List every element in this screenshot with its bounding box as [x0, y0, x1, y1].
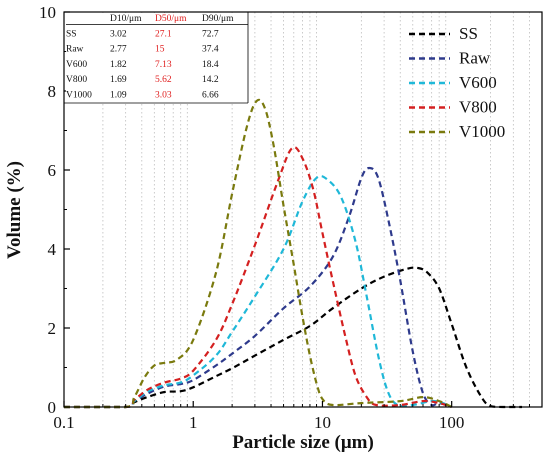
table-cell: 3.02 — [110, 29, 127, 39]
y-tick-label: 6 — [48, 161, 57, 180]
table-cell: 1.69 — [110, 75, 127, 85]
x-tick-label: 1 — [189, 413, 198, 432]
table-header-cell: D50/μm — [155, 14, 187, 24]
table-cell: 18.4 — [202, 60, 219, 70]
x-axis-title: Particle size (μm) — [232, 432, 374, 453]
table-cell: SS — [66, 29, 77, 39]
minor-gridlines — [102, 12, 530, 407]
series-line-v600 — [63, 174, 453, 409]
series-line-v1000 — [63, 98, 453, 409]
table-cell: 37.4 — [202, 45, 219, 55]
legend-label-raw: Raw — [459, 49, 491, 68]
table-cell: 2.77 — [110, 45, 127, 55]
table-cell: 5.62 — [155, 75, 172, 85]
table-header-cell: D90/μm — [202, 14, 234, 24]
table-header-cell: D10/μm — [110, 14, 142, 24]
table-cell: 6.66 — [202, 91, 219, 101]
d-value-table: D10/μm D50/μm D90/μm SS 3.02 27.1 72.7 Raw 2.77 1… — [64, 12, 249, 104]
table-cell: 3.03 — [155, 91, 172, 101]
y-tick-label: 2 — [48, 319, 57, 338]
series-line-ss — [63, 266, 522, 409]
series-line-raw — [63, 166, 453, 409]
table-cell: V1000 — [66, 91, 92, 101]
table-cell: 27.1 — [155, 29, 172, 39]
table-cell: 7.13 — [155, 60, 172, 70]
table-cell: 72.7 — [202, 29, 219, 39]
y-tick-label: 4 — [48, 240, 57, 259]
y-axis-title: Volume (%) — [4, 161, 25, 259]
table-cell: 1.82 — [110, 60, 127, 70]
series-line-v800 — [63, 146, 453, 409]
axes: 0.1 1 10 100 0 2 4 6 8 10 — [39, 3, 530, 432]
y-tick-label: 10 — [39, 3, 56, 22]
x-tick-label: 100 — [439, 413, 465, 432]
x-tick-label: 0.1 — [53, 413, 74, 432]
y-tick-label: 0 — [48, 398, 57, 417]
table-cell: V600 — [66, 60, 87, 70]
table-cell: 15 — [155, 45, 165, 55]
legend-label-ss: SS — [459, 24, 478, 43]
table-cell: Raw — [66, 45, 84, 55]
legend: SS Raw V600 V800 V1000 — [409, 24, 505, 141]
x-tick-label: 10 — [314, 413, 331, 432]
legend-label-v1000: V1000 — [459, 122, 505, 141]
table-cell: 1.09 — [110, 91, 127, 101]
table-background — [66, 13, 248, 103]
legend-label-v800: V800 — [459, 98, 497, 117]
y-tick-label: 8 — [48, 82, 57, 101]
table-cell: 14.2 — [202, 75, 219, 85]
series-curves — [63, 98, 522, 409]
legend-label-v600: V600 — [459, 73, 497, 92]
table-cell: V800 — [66, 75, 87, 85]
